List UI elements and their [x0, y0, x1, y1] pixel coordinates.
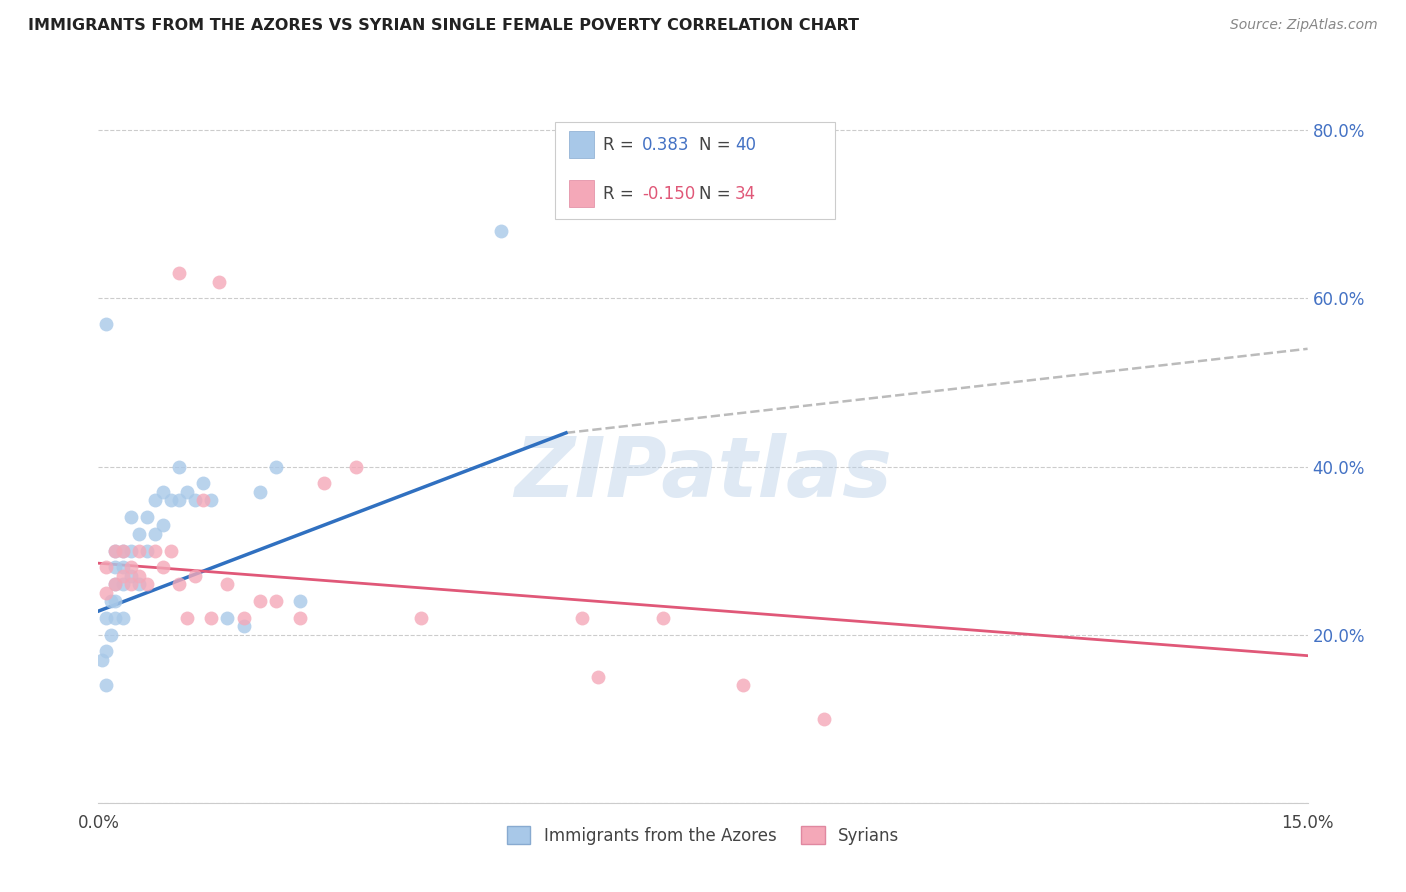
Point — [128, 526, 150, 541]
Point — [100, 594, 122, 608]
Point — [193, 493, 215, 508]
Point — [184, 569, 207, 583]
Point — [103, 543, 125, 558]
Point — [571, 611, 593, 625]
Point — [586, 670, 609, 684]
Point — [249, 594, 271, 608]
Text: R =: R = — [603, 136, 634, 153]
Point — [288, 611, 311, 625]
Point — [120, 560, 142, 574]
Point — [409, 611, 432, 625]
Point — [128, 569, 150, 583]
Point — [103, 543, 125, 558]
Point — [111, 577, 134, 591]
Text: ZIPatlas: ZIPatlas — [515, 434, 891, 514]
Point — [103, 577, 125, 591]
Point — [813, 712, 835, 726]
Point — [184, 493, 207, 508]
Point — [120, 543, 142, 558]
Point — [232, 611, 254, 625]
Point — [208, 275, 231, 289]
Text: Source: ZipAtlas.com: Source: ZipAtlas.com — [1230, 18, 1378, 32]
Point — [120, 577, 142, 591]
Point — [344, 459, 367, 474]
Text: 40: 40 — [735, 136, 756, 153]
Point — [651, 611, 673, 625]
Point — [135, 577, 157, 591]
Legend: Immigrants from the Azores, Syrians: Immigrants from the Azores, Syrians — [499, 818, 907, 853]
Point — [152, 484, 174, 499]
Point — [96, 644, 118, 658]
Point — [143, 493, 166, 508]
Point — [143, 526, 166, 541]
Point — [217, 577, 239, 591]
Text: IMMIGRANTS FROM THE AZORES VS SYRIAN SINGLE FEMALE POVERTY CORRELATION CHART: IMMIGRANTS FROM THE AZORES VS SYRIAN SIN… — [28, 18, 859, 33]
Point — [120, 569, 142, 583]
Point — [160, 493, 183, 508]
Point — [176, 611, 198, 625]
Point — [100, 627, 122, 641]
Point — [96, 678, 118, 692]
Point — [288, 594, 311, 608]
Text: 34: 34 — [735, 185, 756, 202]
Point — [91, 653, 114, 667]
Point — [167, 459, 190, 474]
Point — [232, 619, 254, 633]
Point — [103, 560, 125, 574]
Point — [143, 543, 166, 558]
Point — [249, 484, 271, 499]
Point — [733, 678, 755, 692]
Point — [314, 476, 336, 491]
Point — [167, 577, 190, 591]
Point — [200, 493, 222, 508]
Text: N =: N = — [699, 185, 730, 202]
Point — [160, 543, 183, 558]
Point — [96, 585, 118, 599]
Point — [217, 611, 239, 625]
Point — [111, 543, 134, 558]
Point — [167, 493, 190, 508]
Point — [96, 611, 118, 625]
Point — [167, 266, 190, 280]
Point — [111, 543, 134, 558]
Point — [103, 594, 125, 608]
Point — [193, 476, 215, 491]
Text: N =: N = — [699, 136, 730, 153]
Point — [96, 317, 118, 331]
Text: R =: R = — [603, 185, 634, 202]
Point — [96, 560, 118, 574]
Text: -0.150: -0.150 — [643, 185, 696, 202]
Point — [152, 518, 174, 533]
Point — [135, 510, 157, 524]
Point — [264, 459, 287, 474]
Point — [264, 594, 287, 608]
Text: 0.383: 0.383 — [643, 136, 690, 153]
Point — [200, 611, 222, 625]
Point — [152, 560, 174, 574]
Point — [135, 543, 157, 558]
Point — [176, 484, 198, 499]
Point — [128, 577, 150, 591]
Point — [103, 611, 125, 625]
Point — [491, 224, 513, 238]
Point — [120, 510, 142, 524]
Point — [111, 560, 134, 574]
Point — [111, 611, 134, 625]
Point — [103, 577, 125, 591]
Point — [111, 569, 134, 583]
Point — [128, 543, 150, 558]
